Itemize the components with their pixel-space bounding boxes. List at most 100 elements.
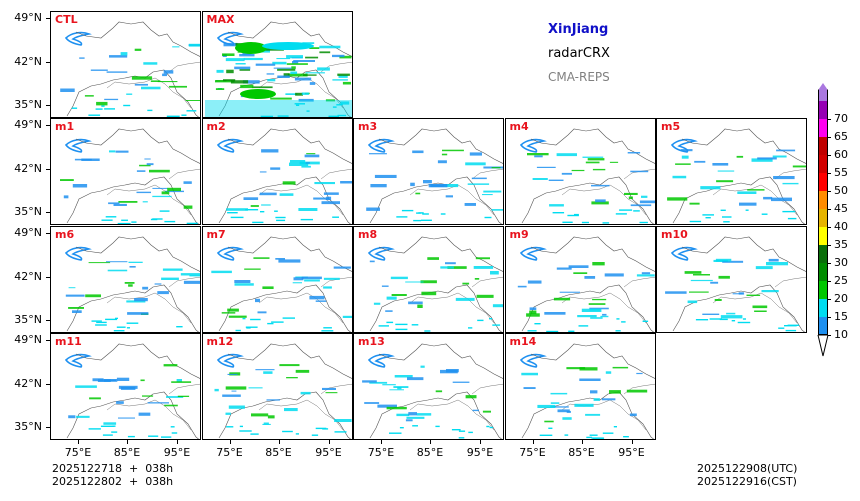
- echo-mark: [63, 195, 69, 199]
- echo-mark: [591, 298, 606, 300]
- lat-label: 42°N: [14, 55, 42, 68]
- echo-mark: [745, 209, 749, 212]
- lon-tick: [177, 440, 178, 444]
- echo-mark: [382, 383, 396, 386]
- echo-mark: [592, 169, 605, 171]
- echo-mark: [79, 57, 85, 59]
- echo-mark: [334, 431, 346, 433]
- province-border: [712, 185, 798, 216]
- colorbar-under-arrow: [817, 334, 829, 361]
- echo-mark: [338, 103, 343, 106]
- echo-mark: [162, 268, 183, 271]
- echo-mark: [134, 83, 148, 86]
- echo-mark: [143, 62, 158, 65]
- echo-mark: [486, 425, 490, 428]
- echo-mark: [693, 273, 710, 276]
- echo-mark: [370, 184, 387, 188]
- echo-mark: [222, 79, 235, 82]
- echo-mark: [440, 213, 446, 215]
- echo-mark: [672, 176, 687, 179]
- echo-mark: [417, 304, 423, 308]
- echo-mark: [315, 427, 326, 429]
- echo-mark: [482, 410, 491, 413]
- colorbar-label: 15: [834, 310, 848, 323]
- echo-mark: [476, 294, 494, 298]
- echo-mark: [561, 221, 573, 224]
- echo-mark: [584, 413, 600, 416]
- echo-mark: [742, 317, 746, 320]
- echo-mark: [465, 394, 477, 399]
- map-panel-m3: m3: [353, 118, 504, 226]
- echo-mark: [104, 98, 119, 101]
- echo-mark: [68, 306, 84, 309]
- colorbar-label: 40: [834, 220, 848, 233]
- echo-mark: [581, 222, 589, 224]
- echo-mark: [304, 154, 319, 158]
- echo-mark: [171, 381, 192, 383]
- echo-mark: [627, 152, 640, 154]
- lake-outline: [64, 353, 92, 368]
- echo-mark: [188, 43, 200, 47]
- lon-tick: [328, 440, 330, 444]
- echo-mark: [60, 88, 75, 92]
- valid-time-cst: 2025122916(CST): [697, 475, 797, 488]
- echo-mark: [250, 413, 268, 417]
- echo-mark: [234, 42, 267, 54]
- echo-mark: [675, 163, 691, 166]
- lat-tick: [46, 212, 50, 214]
- echo-mark: [695, 318, 709, 320]
- map-panel-m10: m10: [656, 225, 807, 333]
- echo-mark: [581, 308, 601, 312]
- colorbar-tick: [828, 191, 831, 192]
- echo-mark: [415, 192, 421, 195]
- echo-mark: [131, 221, 137, 224]
- echo-mark: [712, 163, 729, 166]
- colorbar-tick: [828, 119, 831, 120]
- map-panel-m11: m11: [50, 332, 201, 440]
- echo-mark: [260, 149, 278, 153]
- echo-mark: [489, 426, 494, 429]
- echo-mark: [140, 379, 145, 381]
- echo-mark: [170, 425, 175, 428]
- echo-mark: [592, 437, 604, 439]
- echo-mark: [636, 273, 655, 277]
- echo-mark: [225, 69, 234, 74]
- province-border: [320, 383, 352, 395]
- echo-mark: [565, 366, 585, 370]
- colorbar-label: 65: [834, 130, 848, 143]
- echo-mark: [468, 326, 473, 329]
- echo-mark: [517, 285, 527, 287]
- panel-label: m4: [509, 120, 529, 134]
- echo-mark: [128, 283, 133, 287]
- lake-outline: [670, 246, 698, 261]
- colorbar-label: 35: [834, 238, 848, 251]
- echo-mark: [120, 386, 136, 390]
- echo-mark: [303, 278, 320, 282]
- province-border: [369, 128, 503, 225]
- echo-mark: [710, 281, 719, 284]
- echo-mark: [141, 86, 161, 90]
- echo-mark: [529, 306, 536, 310]
- echo-mark: [771, 197, 792, 202]
- echo-mark: [294, 103, 305, 105]
- map-panel-m7: m7: [201, 225, 353, 333]
- echo-mark: [337, 114, 346, 117]
- echo-mark: [214, 388, 219, 392]
- echo-mark: [231, 390, 236, 392]
- echo-mark: [689, 202, 700, 205]
- province-border: [218, 128, 352, 225]
- echo-mark: [782, 183, 799, 185]
- echo-mark: [455, 297, 475, 301]
- echo-mark: [270, 320, 284, 323]
- echo-mark: [483, 190, 502, 193]
- echo-mark: [282, 316, 295, 319]
- echo-mark: [362, 380, 377, 383]
- colorbar-label: 70: [834, 112, 848, 125]
- echo-mark: [308, 295, 324, 299]
- echo-mark: [103, 422, 117, 425]
- echo-mark: [318, 51, 330, 54]
- echo-mark: [100, 425, 114, 427]
- echo-mark: [435, 390, 443, 393]
- echo-mark: [250, 205, 259, 208]
- echo-mark: [245, 326, 251, 329]
